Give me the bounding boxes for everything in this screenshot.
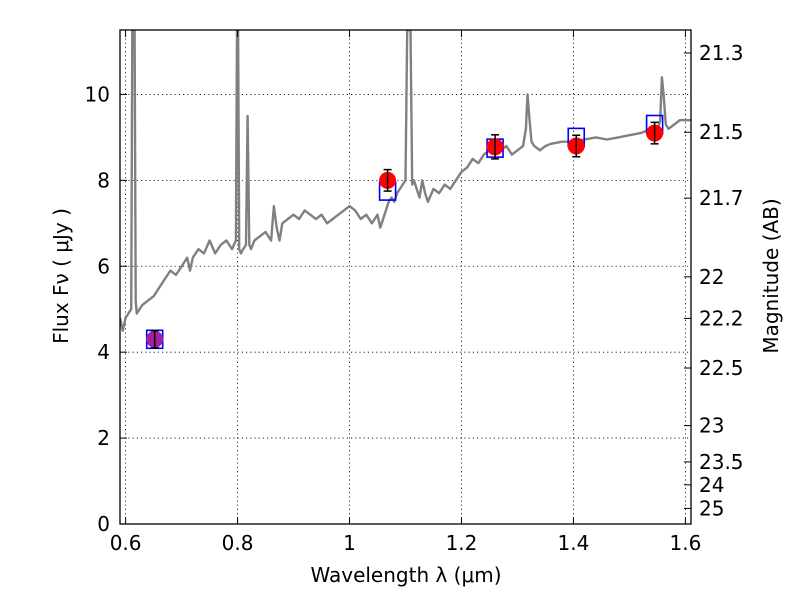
x-tick-label: 1 — [343, 531, 356, 555]
x-tick-label: 0.6 — [110, 531, 142, 555]
y-tick-label: 6 — [97, 254, 110, 278]
axis-ticks: 0.6 0.8 1 1.2 1.4 1.6024681021.321.521.72222.… — [85, 30, 744, 555]
mag-tick-label: 21.7 — [699, 186, 744, 210]
mag-tick-label: 22 — [699, 265, 724, 289]
mag-tick-label: 23.5 — [699, 450, 744, 474]
model-spectrum-layer — [120, 30, 691, 332]
y-axis-label: Flux Fν ( μJy ) — [49, 208, 73, 344]
y-tick-label: 10 — [85, 82, 110, 106]
y-tick-label: 4 — [97, 340, 110, 364]
y-tick-label: 8 — [97, 168, 110, 192]
mag-tick-label: 21.3 — [699, 41, 744, 65]
spectrum-line — [120, 30, 691, 332]
x-axis-label: Wavelength λ (μm) — [310, 563, 501, 587]
y-axis-right-label: Magnitude (AB) — [759, 198, 783, 353]
grid — [120, 30, 691, 525]
y-tick-label: 0 — [97, 512, 110, 536]
mag-tick-label: 25 — [699, 496, 724, 520]
mag-tick-label: 24 — [699, 473, 724, 497]
mag-tick-label: 23 — [699, 414, 724, 438]
y-tick-label: 2 — [97, 426, 110, 450]
mag-tick-label: 22.2 — [699, 306, 744, 330]
mag-tick-label: 22.5 — [699, 356, 744, 380]
x-tick-label: 1.4 — [558, 531, 590, 555]
x-tick-label: 1.2 — [446, 531, 478, 555]
x-tick-label: 1.6 — [669, 531, 701, 555]
mag-tick-label: 21.5 — [699, 120, 744, 144]
observed-photometry-layer — [146, 121, 664, 349]
x-tick-label: 0.8 — [222, 531, 254, 555]
